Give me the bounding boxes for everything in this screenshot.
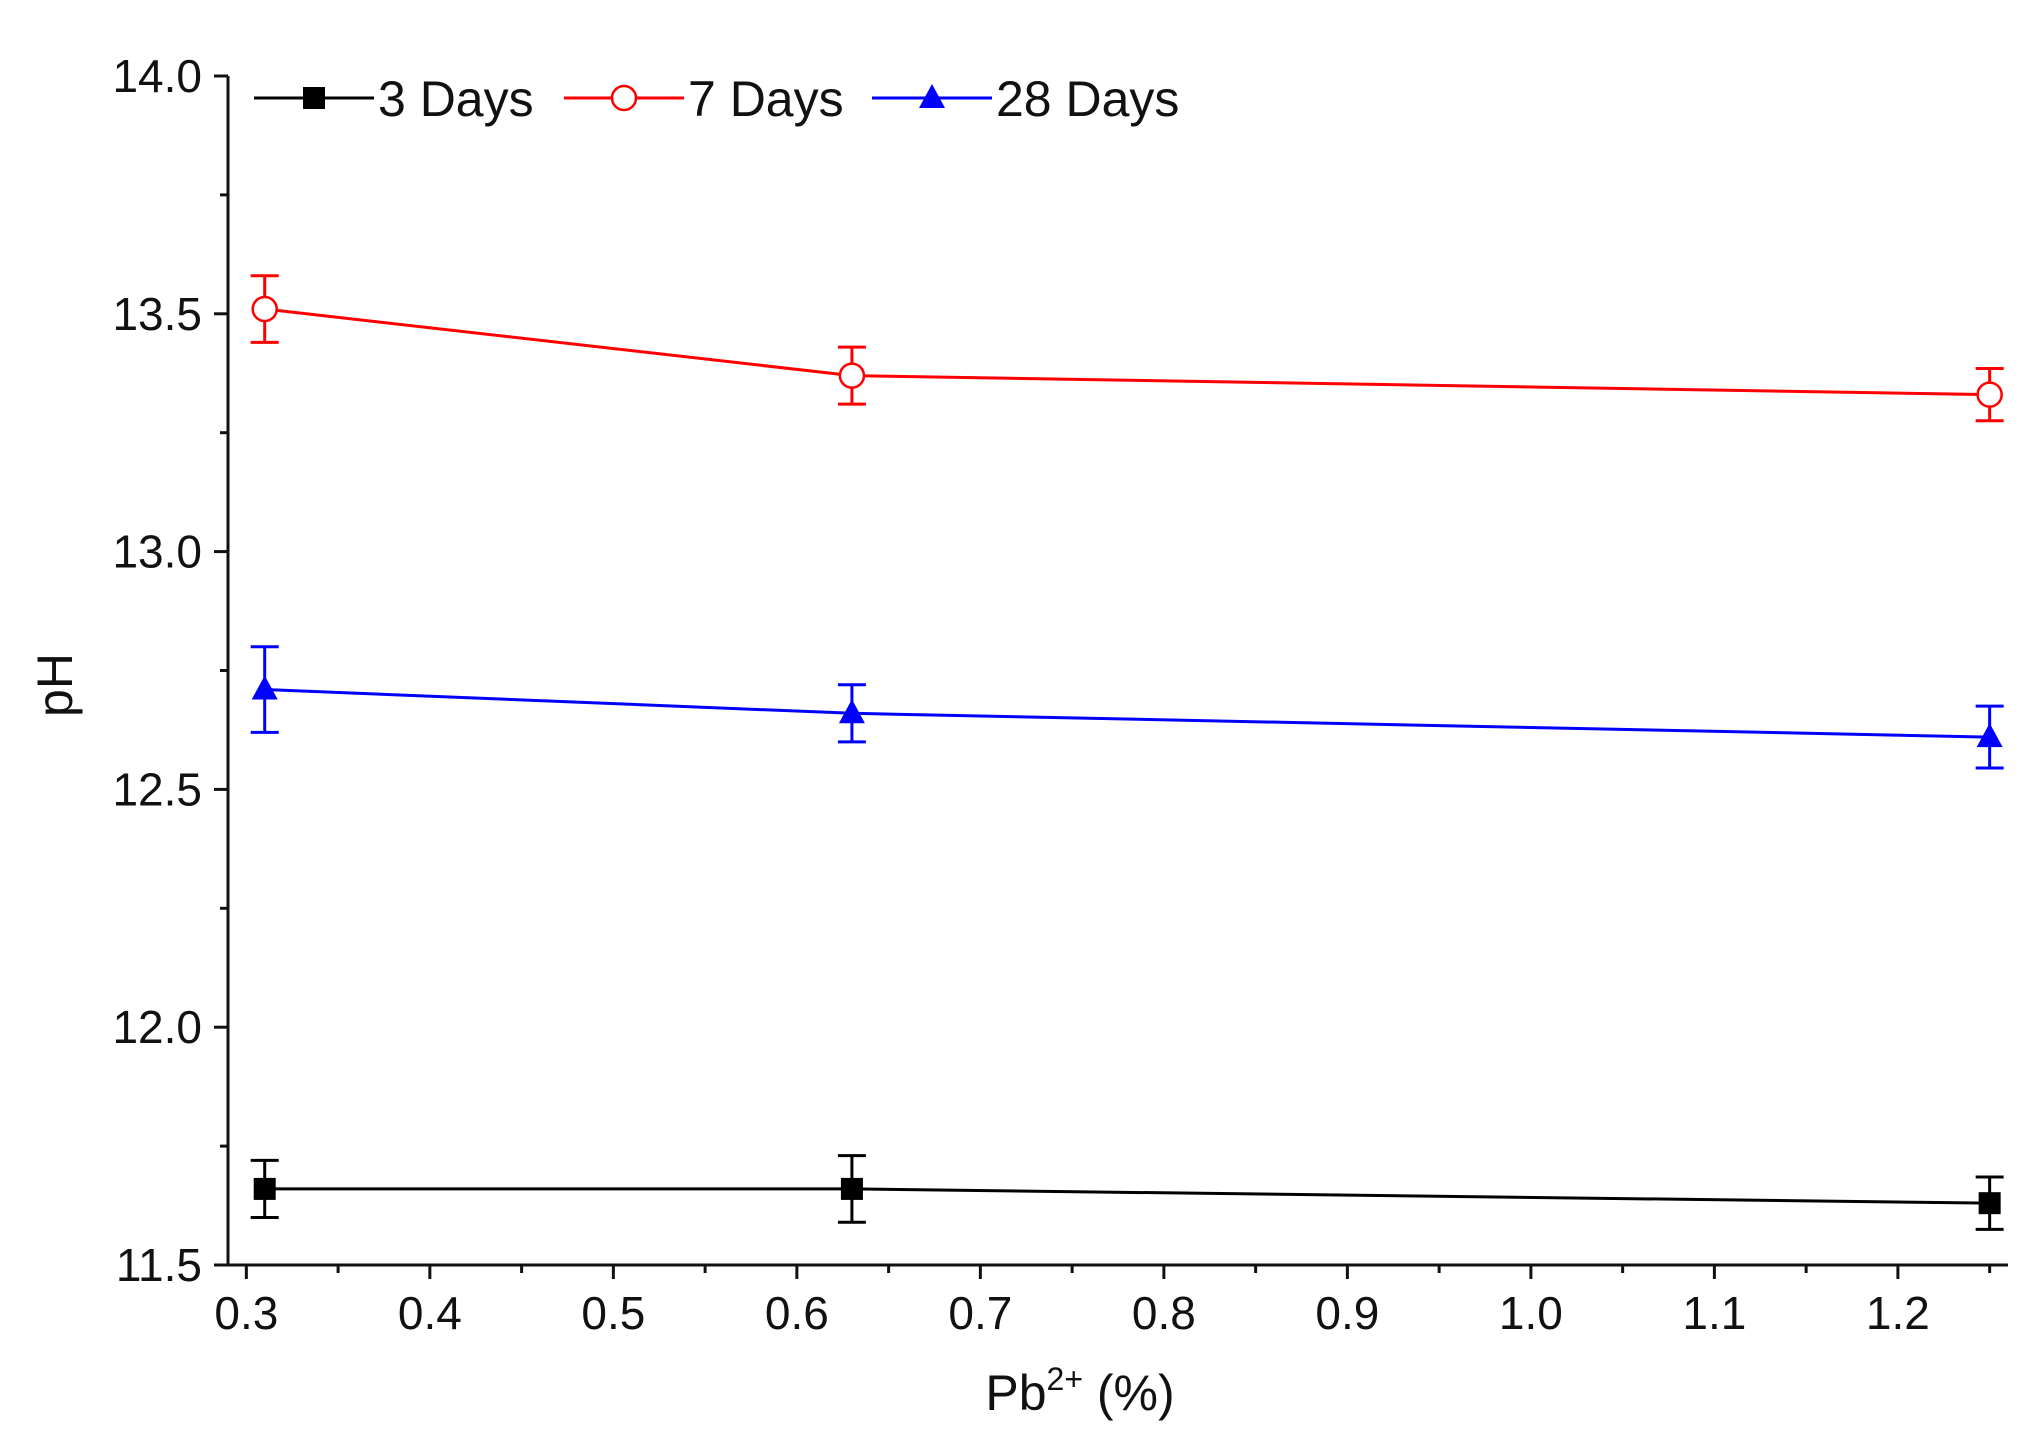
legend-marker-7-days (610, 84, 638, 112)
y-tick-label: 13.0 (112, 526, 202, 578)
y-tick-label: 12.0 (112, 1001, 202, 1053)
x-tick-label: 0.7 (948, 1287, 1012, 1339)
x-axis-title-base: Pb (985, 1365, 1046, 1421)
legend: 3 Days 7 Days 28 Days (254, 71, 1179, 127)
data-point-28-days (251, 675, 278, 700)
legend-marker-28-days (919, 84, 945, 108)
y-tick-label: 12.5 (112, 763, 202, 815)
x-axis-title-tail: (%) (1083, 1365, 1175, 1421)
data-point-7-days (1976, 381, 2003, 408)
series-line-3-days (264, 1187, 1990, 1205)
legend-marker-3-days (303, 87, 325, 109)
y-tick-label: 13.5 (112, 288, 202, 340)
legend-label-3-days: 3 Days (378, 71, 534, 127)
x-tick-label: 0.8 (1132, 1287, 1196, 1339)
x-tick-label: 1.1 (1682, 1287, 1746, 1339)
series-line-28-days (264, 688, 1990, 739)
y-axis-title: pH (27, 653, 83, 717)
data-point-3-days (1978, 1192, 2001, 1215)
x-tick-label: 0.3 (214, 1287, 278, 1339)
data-point-3-days (840, 1177, 863, 1200)
x-tick-label: 1.0 (1499, 1287, 1563, 1339)
y-tick-label: 11.5 (116, 1239, 202, 1291)
x-tick-label: 0.6 (765, 1287, 829, 1339)
series-layer (250, 274, 2004, 1231)
x-tick-label: 0.9 (1315, 1287, 1379, 1339)
data-point-28-days (838, 699, 865, 724)
legend-label-7-days: 7 Days (688, 71, 844, 127)
legend-label-28-days: 28 Days (996, 71, 1179, 127)
data-point-7-days (251, 295, 278, 323)
series-7-days (250, 274, 2004, 423)
x-tick-label: 0.5 (581, 1287, 645, 1339)
y-tick-label: 14.0 (112, 50, 202, 102)
data-point-28-days (1976, 723, 2003, 748)
series-3-days (250, 1154, 2004, 1231)
legend-item-3-days: 3 Days (254, 71, 534, 127)
legend-item-28-days: 28 Days (872, 71, 1179, 127)
data-point-7-days (838, 362, 866, 389)
x-axis-title: Pb2+ (%) (985, 1361, 1174, 1421)
x-tick-label: 1.2 (1866, 1287, 1930, 1339)
legend-item-7-days: 7 Days (564, 71, 844, 127)
axes-layer: 11.5 12.0 12.5 13.0 13.5 14.0 0.3 0.4 0.5 0.6 0.7 0… (112, 50, 2008, 1339)
x-tick-label: 0.4 (398, 1287, 462, 1339)
x-axis-title-superscript: 2+ (1047, 1361, 1083, 1397)
data-point-3-days (253, 1177, 276, 1200)
series-line-7-days (264, 307, 1990, 397)
series-28-days (250, 645, 2004, 770)
